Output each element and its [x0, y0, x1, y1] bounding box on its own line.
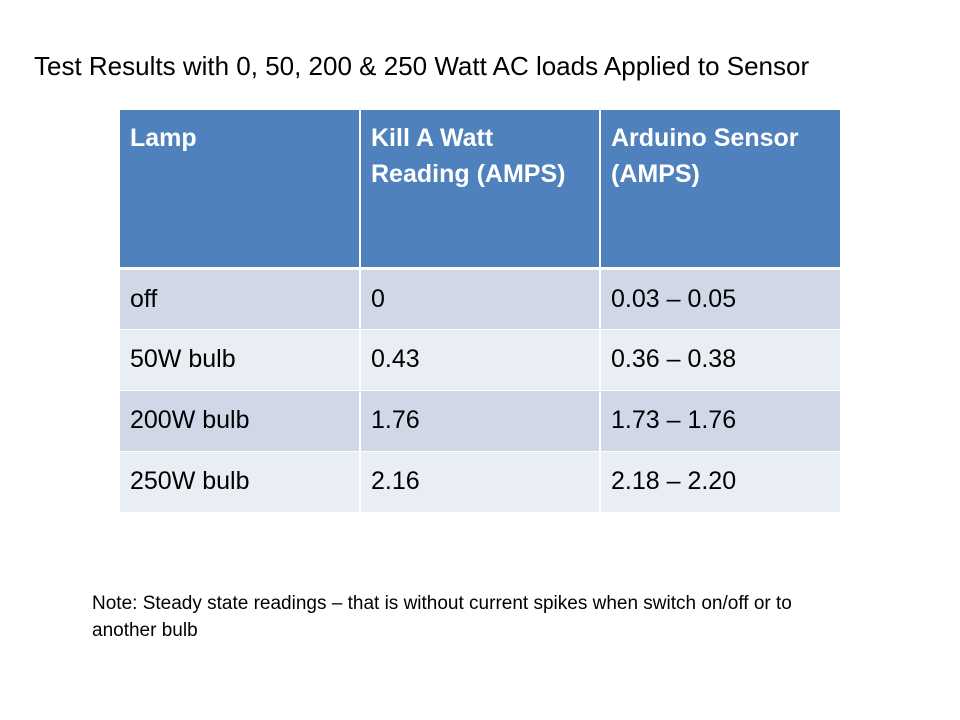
footnote: Note: Steady state readings – that is wi…: [92, 593, 792, 641]
table-row: 200W bulb 1.76 1.73 – 1.76: [120, 390, 840, 452]
lamp-cell: 50W bulb: [120, 329, 361, 391]
slide-title: Test Results with 0, 50, 200 & 250 Watt …: [34, 51, 810, 81]
results-table: Lamp Kill A Watt Reading (AMPS) Arduino …: [120, 110, 840, 513]
arduino-sensor-cell: 0.03 – 0.05: [600, 268, 840, 330]
header-lamp: Lamp: [120, 110, 361, 270]
table-row: 50W bulb 0.43 0.36 – 0.38: [120, 329, 840, 391]
table-row: off 0 0.03 – 0.05: [120, 268, 840, 330]
table-row: 250W bulb 2.16 2.18 – 2.20: [120, 451, 840, 513]
table-header-row: Lamp Kill A Watt Reading (AMPS) Arduino …: [120, 110, 840, 270]
lamp-cell: 250W bulb: [120, 451, 361, 513]
lamp-cell: 200W bulb: [120, 390, 361, 452]
header-arduino-sensor: Arduino Sensor (AMPS): [600, 110, 840, 270]
lamp-cell: off: [120, 268, 361, 330]
kill-a-watt-cell: 0: [360, 268, 601, 330]
kill-a-watt-cell: 1.76: [360, 390, 601, 452]
kill-a-watt-cell: 2.16: [360, 451, 601, 513]
arduino-sensor-cell: 1.73 – 1.76: [600, 390, 840, 452]
arduino-sensor-cell: 0.36 – 0.38: [600, 329, 840, 391]
header-kill-a-watt-reading: Kill A Watt Reading (AMPS): [360, 110, 601, 270]
arduino-sensor-cell: 2.18 – 2.20: [600, 451, 840, 513]
kill-a-watt-cell: 0.43: [360, 329, 601, 391]
